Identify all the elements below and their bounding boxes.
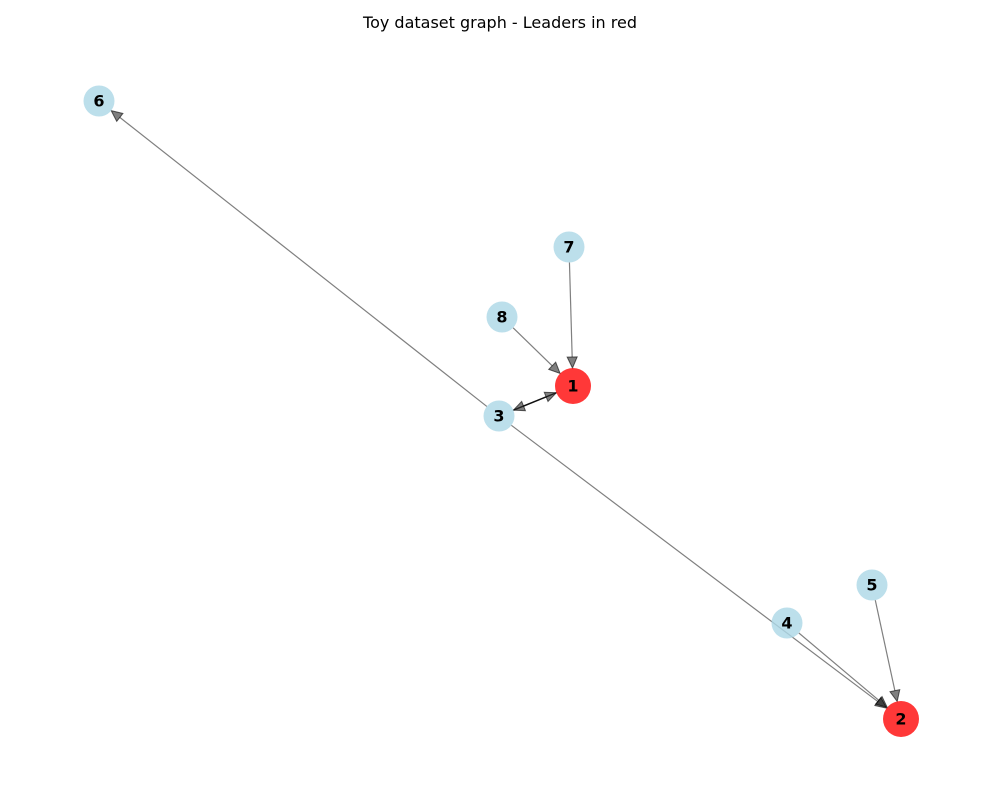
node-circle[interactable] [83,85,115,117]
node-label: 5 [866,576,877,595]
node-1[interactable]: 1 [555,368,591,404]
edges-layer [110,109,901,709]
edge-7-to-1 [566,262,578,370]
node-label: 8 [496,308,507,327]
edge-line [568,262,573,358]
node-7[interactable]: 7 [553,231,585,263]
graph-title: Toy dataset graph - Leaders in red [363,13,637,32]
node-8[interactable]: 8 [486,301,518,333]
arrowhead-icon [110,109,124,123]
arrowhead-icon [874,695,889,709]
node-circle[interactable] [553,231,585,263]
node-circle[interactable] [486,301,518,333]
edge-8-to-1 [512,327,561,375]
node-label: 7 [563,238,574,257]
arrowhead-icon [566,356,578,370]
node-5[interactable]: 5 [856,569,888,601]
node-label: 4 [781,614,792,633]
edge-line [511,424,879,703]
edge-3-to-2 [511,424,888,709]
edge-1-to-3 [512,392,557,412]
node-label: 1 [567,377,578,396]
node-label: 2 [895,710,906,729]
node-3[interactable]: 3 [483,400,515,432]
node-circle[interactable] [483,400,515,432]
edge-5-to-2 [874,600,901,703]
nodes-layer: 1 2 3 4 5 6 7 8 [83,85,919,737]
node-label: 6 [93,92,104,111]
edge-line [523,392,557,407]
node-4[interactable]: 4 [771,607,803,639]
node-circle[interactable] [856,569,888,601]
node-circle[interactable] [771,607,803,639]
node-2[interactable]: 2 [883,701,919,737]
edge-4-to-2 [798,632,889,709]
leader-node-circle[interactable] [883,701,919,737]
arrowhead-icon [889,688,901,703]
edge-3-to-6 [110,109,488,407]
arrowhead-icon [547,361,561,375]
node-6[interactable]: 6 [83,85,115,117]
edge-line [798,632,880,701]
node-label: 3 [493,407,504,426]
edge-line [512,327,553,367]
leader-node-circle[interactable] [555,368,591,404]
arrowhead-icon [512,400,527,412]
edge-line [119,116,488,407]
edge-line [874,600,896,691]
